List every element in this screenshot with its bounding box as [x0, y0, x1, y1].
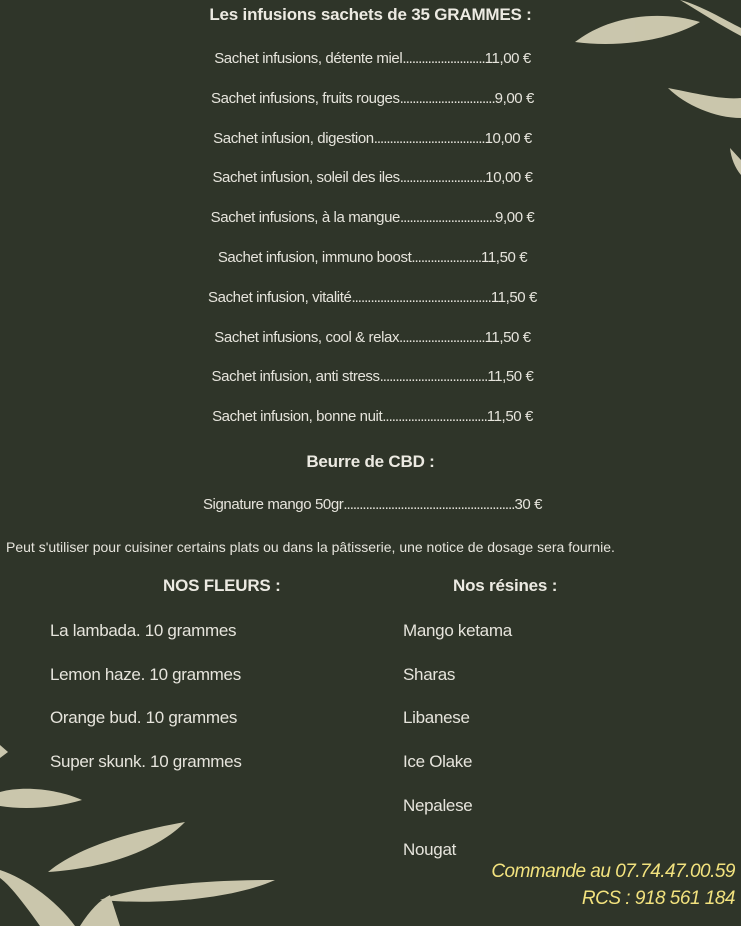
item-price: 10,00 € [485, 169, 533, 187]
item-price: 9,00 € [494, 89, 535, 107]
item-dots: .............................. [400, 209, 496, 227]
menu-item: Sachet infusion, anti stress............… [0, 368, 741, 385]
item-name: Sachet infusions, cool & relax [214, 328, 400, 346]
rcs-number: RCS : 918 561 184 [581, 888, 736, 909]
item-name: Sachet infusions, à la mangue [210, 209, 401, 227]
menu-item: Sachet infusions, cool & relax..........… [0, 329, 741, 346]
menu-item: Sachet infusion, digestion..............… [0, 130, 741, 147]
item-name: Sachet infusions, détente miel [214, 50, 403, 67]
item-dots: ................................. [382, 408, 488, 426]
resin-item: Mango ketama [403, 621, 512, 640]
menu-item: Sachet infusion, vitalité...............… [0, 289, 741, 306]
menu-item: Sachet infusions, à la mangue...........… [0, 209, 741, 226]
item-name: Sachet infusions, fruits rouges [211, 89, 400, 107]
menu-item: Sachet infusion, immuno boost...........… [0, 249, 741, 266]
item-dots: ........................................… [351, 288, 491, 306]
item-price: 11,50 € [487, 368, 534, 386]
item-price: 11,50 € [486, 408, 534, 426]
menu-item: Signature mango 50gr....................… [0, 496, 741, 513]
menu-item: Sachet infusions, fruits rouges.........… [0, 90, 741, 107]
item-dots: .............................. [399, 89, 496, 107]
item-dots: ........................................… [343, 496, 515, 513]
item-name: Sachet infusion, anti stress [211, 368, 380, 386]
flower-item: Orange bud. 10 grammes [50, 708, 238, 728]
resin-item: Nepalese [403, 795, 473, 815]
beurre-note: Peut s'utiliser pour cuisiner certains p… [6, 539, 615, 555]
resin-item: Libanese [403, 708, 470, 728]
order-phone: Commande au 07.74.47.00.59 [491, 861, 735, 882]
item-dots: ........................... [399, 169, 487, 187]
flower-item: Super skunk. 10 grammes [50, 752, 242, 772]
menu-item: Sachet infusion, soleil des iles........… [0, 169, 741, 186]
flower-item: La lambada. 10 grammes [50, 621, 237, 640]
menu-item: Sachet infusion, bonne nuit.............… [0, 408, 741, 425]
resin-item: Nougat [403, 839, 457, 859]
item-price: 30 € [514, 496, 543, 513]
item-dots: ........................... [399, 328, 486, 346]
item-dots: .......................... [402, 50, 485, 67]
item-price: 11,50 € [481, 249, 528, 266]
item-name: Signature mango 50gr [202, 496, 344, 513]
resines-title: Nos résines : [453, 576, 558, 595]
item-name: Sachet infusion, digestion [213, 129, 374, 147]
item-price: 9,00 € [495, 209, 535, 227]
item-name: Sachet infusion, immuno boost [217, 249, 412, 266]
menu-item: Sachet infusions, détente miel..........… [0, 50, 741, 67]
fleurs-title: NOS FLEURS : [163, 576, 281, 595]
item-price: 11,50 € [490, 288, 538, 306]
flower-item: Lemon haze. 10 grammes [50, 664, 241, 684]
item-name: Sachet infusion, soleil des iles [212, 169, 400, 187]
infusions-title: Les infusions sachets de 35 GRAMMES : [209, 5, 532, 24]
beurre-title: Beurre de CBD : [306, 452, 435, 471]
resin-item: Sharas [403, 664, 456, 684]
item-price: 11,50 € [484, 328, 532, 346]
resin-item: Ice Olake [403, 752, 473, 772]
item-dots: ...................... [411, 249, 482, 266]
item-name: Sachet infusion, vitalité [208, 288, 352, 306]
item-price: 11,00 € [484, 50, 532, 67]
item-name: Sachet infusion, bonne nuit [212, 408, 383, 426]
item-dots: ................................... [373, 129, 486, 147]
item-dots: .................................. [379, 368, 489, 386]
item-price: 10,00 € [484, 129, 533, 147]
